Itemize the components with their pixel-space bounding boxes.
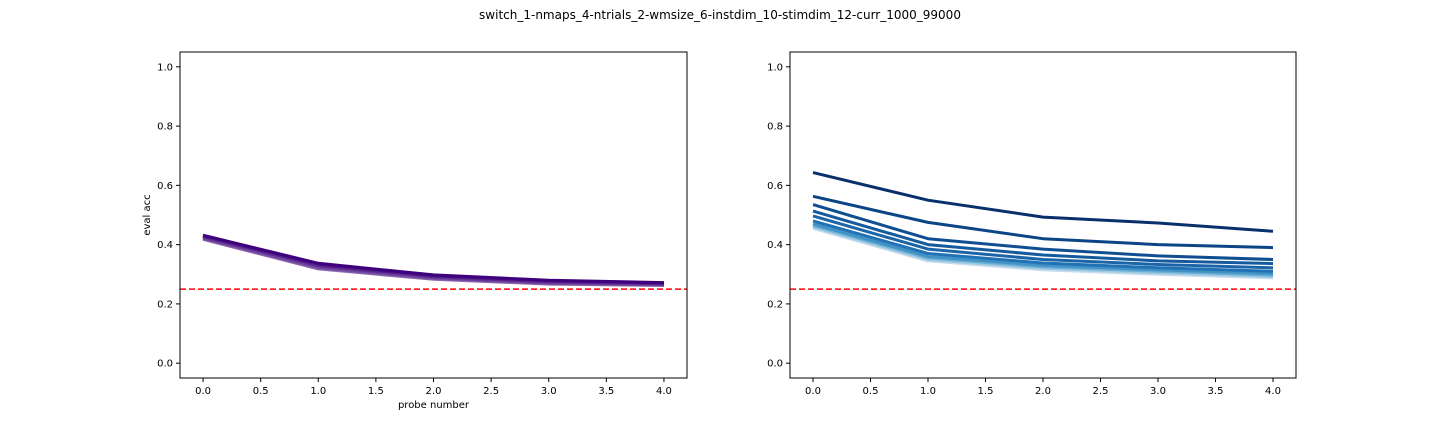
left-chart-panel: 0.0 0.5 1.0 1.5 2.0 2.5 3.0 3.5 4.0 0.0 0.2 0.4 0.6 0…	[142, 51, 688, 411]
chart-1-x-tick-label: 1.5	[978, 386, 994, 397]
chart-0-x-tick-label: 3.5	[598, 386, 614, 397]
chart-1-x-tick-label: 3.5	[1208, 386, 1224, 397]
chart-0-x-tick-label: 3.0	[541, 386, 557, 397]
chart-1-y-tick-label: 0.6	[767, 181, 783, 192]
chart-1-x-tick-label: 0.0	[805, 386, 821, 397]
chart-1-x-tick-label: 4.0	[1265, 386, 1281, 397]
chart-1-y-tick-label: 0.8	[767, 122, 783, 133]
chart-1-series-line-3	[812, 222, 1274, 276]
chart-0-y-axis-label: eval acc	[142, 194, 153, 235]
chart-1-y-tick-label: 1.0	[767, 62, 783, 73]
chart-0-x-tick-label: 1.5	[368, 386, 384, 397]
chart-1-x-tick-label: 3.0	[1150, 386, 1166, 397]
chart-1-y-tick-label: 0.2	[767, 299, 783, 310]
chart-0-y-tick-label: 0.6	[157, 181, 173, 192]
chart-1-x-tick-label: 2.5	[1093, 386, 1109, 397]
chart-1-series-line-4	[812, 219, 1274, 273]
chart-0-y-tick-label: 0.2	[157, 299, 173, 310]
figure-suptitle: switch_1-nmaps_4-ntrials_2-wmsize_6-inst…	[479, 8, 961, 22]
chart-0-y-tick-label: 0.8	[157, 122, 173, 133]
chart-0-x-tick-label: 2.5	[483, 386, 499, 397]
chart-1-x-tick-label: 1.0	[920, 386, 936, 397]
chart-0-x-tick-label: 0.5	[253, 386, 269, 397]
chart-0-y-tick-label: 0.4	[157, 240, 173, 251]
chart-0-x-tick-label: 0.0	[195, 386, 211, 397]
chart-0-x-tick-label: 2.0	[426, 386, 442, 397]
chart-0-x-tick-label: 1.0	[310, 386, 326, 397]
chart-1-series-line-5	[812, 214, 1274, 270]
chart-0-series-line-5	[202, 233, 665, 285]
chart-1-y-tick-label: 0.0	[767, 359, 783, 370]
chart-0-x-tick-label: 4.0	[656, 386, 672, 397]
chart-0-y-tick-label: 1.0	[157, 62, 173, 73]
chart-0-y-tick-label: 0.0	[157, 359, 173, 370]
chart-1-series-line-9	[812, 171, 1274, 233]
chart-1-series-line-6	[812, 209, 1274, 266]
chart-0-x-axis-label: probe number	[398, 400, 470, 411]
chart-1-series-line-8	[812, 194, 1274, 250]
chart-1-y-tick-label: 0.4	[767, 240, 783, 251]
chart-1-x-tick-label: 2.0	[1035, 386, 1051, 397]
right-chart-panel: 0.0 0.5 1.0 1.5 2.0 2.5 3.0 3.5 4.0 0.0 0.2 0.4 0.6 0…	[767, 51, 1297, 397]
chart-1-x-tick-label: 0.5	[863, 386, 879, 397]
chart-1-series-line-7	[812, 203, 1274, 261]
